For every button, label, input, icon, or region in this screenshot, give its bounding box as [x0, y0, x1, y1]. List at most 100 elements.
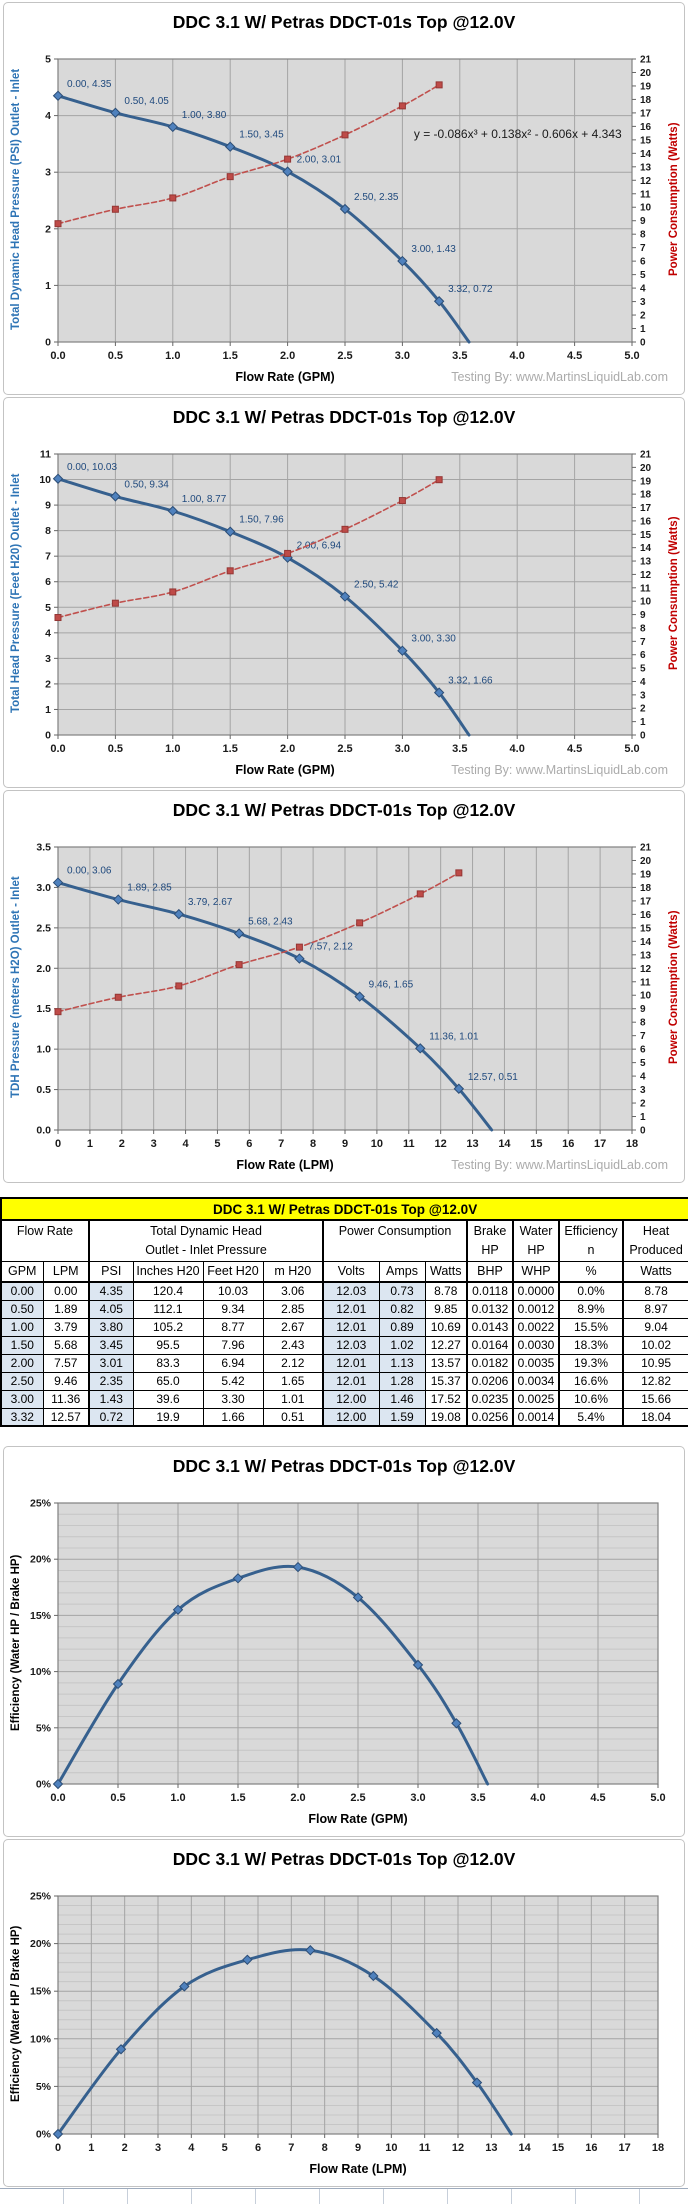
x-tick-label: 7 — [278, 1138, 284, 1150]
y-left-tick-label: 3.0 — [36, 882, 51, 894]
table-cell: 16.6% — [558, 1371, 624, 1391]
y-right-tick-label: 20 — [640, 68, 652, 79]
x-tick-label: 3 — [155, 2142, 161, 2154]
y-right-tick-label: 16 — [640, 910, 652, 921]
x-tick-label: 2 — [119, 1138, 125, 1150]
table-cell: 105.2 — [132, 1317, 204, 1337]
data-point-marker — [54, 1008, 62, 1016]
data-point-marker — [339, 591, 351, 602]
chart-title: DDC 3.1 W/ Petras DDCT-01s Top @12.0V — [172, 1456, 516, 1476]
data-point-label: 0.00, 3.06 — [67, 866, 112, 877]
group-efficiency: Efficiency n — [558, 1219, 624, 1262]
data-point-marker — [282, 166, 293, 177]
y-left-tick-label: 5% — [36, 2081, 52, 2093]
y-right-tick-label: 12 — [640, 570, 652, 581]
x-tick-label: 5.0 — [624, 743, 639, 755]
data-point-marker — [433, 687, 445, 698]
y-right-tick-label: 2 — [640, 704, 646, 715]
unit-header-cell: GPM — [0, 1260, 44, 1283]
y-right-tick-label: 3 — [640, 690, 646, 701]
y-right-tick-label: 5 — [640, 664, 646, 675]
table-cell: 7.57 — [42, 1353, 90, 1373]
y-left-tick-label: 0.5 — [36, 1084, 51, 1096]
series-line — [57, 478, 440, 619]
table-cell: 9.34 — [202, 1299, 264, 1319]
x-tick-label: 4 — [188, 2142, 195, 2154]
y-right-tick-label: 3 — [640, 1085, 646, 1096]
data-point-marker — [226, 567, 234, 575]
y-axis-title-right: Power Consumption (Watts) — [668, 122, 680, 277]
data-point-label: 9.46, 1.65 — [369, 980, 414, 991]
y-right-tick-label: 7 — [640, 637, 646, 648]
table-row: 1.50 5.68 3.45 95.5 7.96 2.43 12.03 1.02 12.27 0.… — [0, 1335, 688, 1355]
group-flow-rate: Flow Rate — [0, 1219, 90, 1262]
data-point-marker — [397, 255, 408, 267]
table-cell: 12.00 — [322, 1389, 380, 1409]
y-right-tick-label: 13 — [640, 557, 652, 568]
table-cell: 4.35 — [88, 1281, 134, 1301]
data-point-marker — [115, 2044, 127, 2055]
data-point-marker — [368, 1970, 379, 1982]
y-right-tick-label: 19 — [640, 869, 652, 880]
watermark-text: Testing By: www.MartinsLiquidLab.com — [451, 1158, 668, 1172]
y-right-tick-label: 0 — [640, 731, 646, 742]
table-cell: 1.43 — [88, 1389, 134, 1409]
spreadsheet-cells-strip — [0, 2188, 688, 2204]
table-cell: 0.72 — [88, 1407, 134, 1427]
y-left-tick-label: 2 — [45, 678, 51, 690]
data-point-marker — [113, 894, 124, 905]
table-cell: 13.57 — [424, 1353, 468, 1373]
group-brake-line1: Brake — [473, 1224, 507, 1238]
unit-header-cell: m H20 — [262, 1260, 324, 1283]
unit-header-cell: Volts — [322, 1260, 380, 1283]
table-cell: 4.05 — [88, 1299, 134, 1319]
y-right-tick-label: 13 — [640, 162, 652, 173]
data-point-label: 1.00, 3.80 — [182, 110, 227, 121]
data-point-label: 1.50, 3.45 — [239, 130, 284, 141]
y-right-tick-label: 4 — [640, 1072, 646, 1083]
x-tick-label: 4.5 — [567, 743, 582, 755]
table-cell: 12.57 — [42, 1407, 90, 1427]
x-tick-label: 3.5 — [452, 743, 467, 755]
data-point-marker — [232, 1573, 244, 1584]
data-point-marker — [455, 869, 463, 877]
x-tick-label: 1.5 — [223, 350, 238, 362]
x-tick-label: 3.5 — [452, 350, 467, 362]
y-right-tick-label: 21 — [640, 55, 652, 66]
data-point-marker — [52, 2128, 64, 2140]
x-tick-label: 13 — [466, 1138, 478, 1150]
table-cell: 1.46 — [378, 1389, 426, 1409]
y-left-tick-label: 0 — [45, 337, 51, 349]
data-point-marker — [224, 141, 236, 152]
group-heat-line1: Heat — [642, 1224, 670, 1238]
x-tick-label: 4.0 — [510, 350, 525, 362]
x-tick-label: 8 — [322, 2142, 328, 2154]
x-tick-label: 1.0 — [165, 350, 180, 362]
y-right-tick-label: 21 — [640, 450, 652, 461]
unit-header-cell: PSI — [88, 1260, 134, 1283]
x-axis-title: Flow Rate (LPM) — [236, 1158, 333, 1172]
data-point-marker — [284, 549, 292, 557]
x-tick-label: 18 — [652, 2142, 664, 2154]
table-cell: 0.51 — [262, 1407, 324, 1427]
y-left-tick-label: 1 — [45, 280, 51, 292]
y-right-tick-label: 17 — [640, 108, 652, 119]
table-title: DDC 3.1 W/ Petras DDCT-01s Top @12.0V — [0, 1197, 688, 1221]
table-cell: 15.66 — [621, 1389, 688, 1409]
group-power-label: Power Consumption — [338, 1224, 452, 1238]
table-cell: 0.89 — [378, 1317, 426, 1337]
table-cell: 0.0256 — [466, 1407, 514, 1427]
x-tick-label: 0.0 — [50, 350, 65, 362]
table-cell: 0.00 — [0, 1281, 44, 1301]
x-tick-label: 5 — [222, 2142, 228, 2154]
table-cell: 12.01 — [322, 1353, 380, 1373]
psi-gpm-plot: 0.0 0.5 1.0 1.5 2.0 2.5 3.0 3.5 4.0 4.5 5.00123450… — [45, 54, 668, 385]
y-left-tick-label: 5% — [36, 1722, 52, 1734]
table-cell: 1.59 — [378, 1407, 426, 1427]
table-cell: 12.01 — [322, 1299, 380, 1319]
data-point-marker — [54, 220, 62, 228]
chart-title: DDC 3.1 W/ Petras DDCT-01s Top @12.0V — [172, 407, 516, 427]
x-tick-label: 3.0 — [410, 1792, 425, 1804]
x-tick-label: 4.5 — [590, 1792, 605, 1804]
group-water-line1: Water — [519, 1224, 553, 1238]
